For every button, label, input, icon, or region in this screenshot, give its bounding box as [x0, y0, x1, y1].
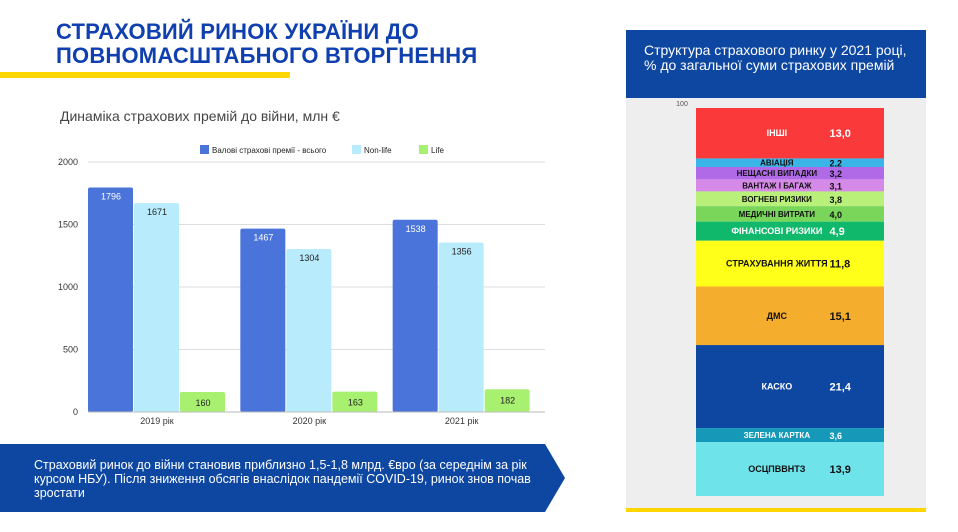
segment-label: НЕЩАСНІ ВИПАДКИ: [737, 169, 818, 178]
y-tick-label: 0: [73, 407, 78, 417]
bar: [332, 391, 378, 412]
segment: [696, 108, 884, 159]
bar: [286, 249, 332, 412]
segment-value: 4,0: [829, 210, 842, 220]
summary-note-text: Страховий ринок до війни становив прибли…: [34, 458, 531, 500]
bar: [392, 219, 438, 412]
segment-value: 11,8: [829, 259, 850, 271]
segment: [696, 286, 884, 346]
x-tick-label: 2020 рік: [293, 416, 327, 426]
y-tick-label: 1500: [58, 220, 78, 230]
data-label: 1356: [452, 247, 472, 257]
bar: [88, 187, 133, 412]
y-tick-label: 1000: [58, 282, 78, 292]
segment: [696, 179, 884, 192]
legend-label: Non-life: [364, 146, 392, 155]
data-label: 1796: [101, 192, 121, 202]
title-underline: [0, 72, 290, 78]
segment: [696, 206, 884, 222]
segment-value: 13,0: [829, 128, 850, 140]
legend-label: Валові страхові премії - всього: [212, 146, 327, 155]
summary-note-background: [0, 444, 565, 512]
segment: [696, 166, 884, 180]
legend-swatch: [352, 145, 361, 154]
segment-label: ФІНАНСОВІ РИЗИКИ: [731, 226, 822, 236]
summary-note: Страховий ринок до війни становив прибли…: [0, 444, 565, 512]
data-label: 1467: [253, 233, 273, 243]
structure-header: Структура страхового ринку у 2021 році, …: [626, 30, 926, 98]
segment-value: 15,1: [829, 311, 850, 323]
x-tick-label: 2021 рік: [445, 416, 479, 426]
bar: [484, 389, 530, 412]
data-label: 182: [500, 395, 515, 405]
y-tick-label: 500: [63, 345, 78, 355]
axis-label: 100: [676, 101, 688, 108]
segment-label: ЗЕЛЕНА КАРТКА: [744, 431, 811, 440]
bar: [134, 203, 179, 412]
segment: [696, 345, 884, 429]
structure-underline: [626, 508, 926, 512]
data-label: 1304: [299, 253, 319, 263]
data-label: 160: [195, 398, 210, 408]
segment-label: ВАНТАЖ І БАГАЖ: [742, 181, 812, 190]
segment-value: 4,9: [829, 226, 844, 238]
legend-swatch: [200, 145, 209, 154]
segment: [696, 158, 884, 167]
segment-label: КАСКО: [761, 382, 792, 392]
segment-value: 3,8: [829, 195, 842, 205]
bar: [240, 228, 286, 412]
segment-value: 2,2: [829, 159, 842, 169]
legend-swatch: [419, 145, 428, 154]
segment: [696, 428, 884, 443]
page-title: СТРАХОВИЙ РИНОК УКРАЇНИ ДО ПОВНОМАСШТАБН…: [56, 19, 478, 68]
bar: [438, 242, 484, 412]
segment-label: ІНШІ: [767, 128, 788, 138]
segment-value: 3,2: [829, 169, 842, 179]
bar: [180, 392, 225, 412]
segment: [696, 240, 884, 287]
segment-label: ДМС: [767, 311, 788, 321]
y-tick-label: 2000: [58, 157, 78, 167]
x-tick-label: 2019 рік: [140, 416, 174, 426]
segment-label: МЕДИЧНІ ВИТРАТИ: [739, 210, 816, 219]
segment: [696, 191, 884, 207]
bar-chart-title: Динаміка страхових премій до війни, млн …: [60, 108, 340, 124]
data-label: 163: [348, 398, 363, 408]
segment-label: ОСЦПВВНТЗ: [748, 464, 806, 474]
bar-chart: 0 500 1000 1500 2000 Валові страхові премії -…: [58, 145, 545, 426]
structure-chart-title: Структура страхового ринку у 2021 році, …: [644, 42, 907, 73]
segment-label: ВОГНЕВІ РИЗИКИ: [742, 195, 812, 204]
segment-value: 21,4: [829, 382, 851, 394]
data-label: 1671: [147, 207, 167, 217]
segment-value: 13,9: [829, 464, 850, 476]
stacked-chart: 100 ІНШІ 13,0 АВІАЦІЯ 2,2 НЕЩАСНІ ВИПАДКИ 3,2 В…: [676, 101, 884, 496]
segment: [696, 442, 884, 496]
segment-value: 3,6: [829, 431, 842, 441]
legend-label: Life: [431, 146, 444, 155]
data-label: 1538: [406, 224, 426, 234]
segment: [696, 221, 884, 241]
segment-label: АВІАЦІЯ: [760, 159, 794, 168]
segment-label: СТРАХУВАННЯ ЖИТТЯ: [726, 259, 828, 269]
segment-value: 3,1: [829, 181, 842, 191]
